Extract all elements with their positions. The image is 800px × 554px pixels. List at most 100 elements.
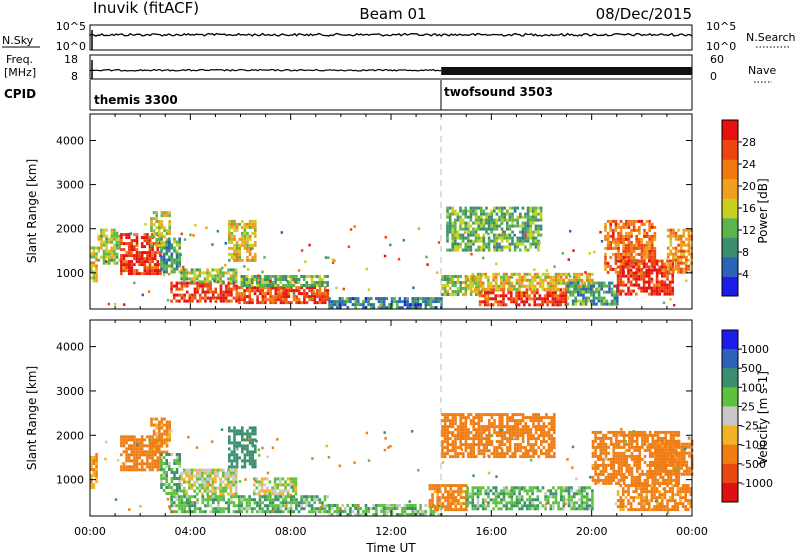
heatmap-cell: [419, 306, 422, 310]
heatmap-cell: [466, 492, 469, 496]
heatmap-cell: [135, 233, 139, 237]
heatmap-cell: [500, 248, 504, 252]
heatmap-cell: [224, 507, 228, 511]
heatmap-cell: [456, 275, 460, 278]
heatmap-cell: [562, 291, 565, 295]
heatmap-cell: [155, 426, 158, 430]
heatmap-cell: [427, 300, 430, 304]
heatmap-cell: [630, 255, 633, 259]
heatmap-cell: [287, 501, 290, 505]
heatmap-cell: [617, 243, 620, 247]
heatmap-cell: [547, 437, 551, 441]
heatmap-cell: [594, 454, 597, 458]
heatmap-cell: [234, 280, 238, 284]
heatmap-cell: [165, 471, 168, 474]
heatmap-cell: [401, 510, 404, 513]
heatmap-cell: [583, 489, 586, 493]
heatmap-cell: [518, 284, 521, 288]
heatmap-cell: [217, 495, 220, 499]
nave-tick-top: 60: [710, 53, 724, 66]
heatmap-cell: [519, 443, 522, 447]
heatmap-cell: [315, 275, 319, 278]
heatmap-cell: [608, 281, 611, 285]
heatmap-cell: [175, 287, 179, 291]
heatmap-cell: [462, 443, 465, 447]
heatmap-cell: [520, 294, 523, 298]
heatmap-cell: [565, 287, 568, 291]
heatmap-cell: [303, 289, 306, 293]
heatmap-cell: [574, 296, 577, 300]
heatmap-cell: [564, 291, 568, 295]
heatmap-cell: [477, 425, 481, 429]
heatmap-cell: [638, 243, 641, 247]
heatmap-cell: [521, 224, 525, 228]
heatmap-cell: [508, 449, 512, 453]
heatmap-cell: [217, 296, 220, 300]
heatmap-cell: [433, 490, 437, 494]
heatmap-cell: [569, 284, 572, 288]
heatmap-cell: [607, 445, 610, 449]
heatmap-cell: [565, 486, 568, 490]
heatmap-cell: [160, 462, 163, 465]
heatmap-cell: [263, 498, 267, 502]
heatmap-cell: [444, 496, 447, 500]
heatmap-cell: [525, 297, 529, 301]
heatmap-cell: [235, 432, 239, 436]
heatmap-cell: [416, 306, 420, 310]
heatmap-cell: [490, 221, 493, 225]
heatmap-cell: [219, 281, 223, 285]
heatmap-cell: [182, 277, 186, 281]
heatmap-cell: [276, 275, 280, 278]
heatmap-cell: [622, 439, 626, 443]
heatmap-cell: [310, 510, 314, 514]
heatmap-cell: [549, 284, 553, 288]
heatmap-cell: [524, 245, 527, 249]
heatmap-cell: [150, 226, 153, 230]
heatmap-cell: [475, 434, 478, 438]
heatmap-cell: [641, 457, 644, 461]
heatmap-cell: [655, 268, 659, 272]
heatmap-cell: [614, 270, 618, 274]
heatmap-cell: [230, 219, 234, 223]
heatmap-cell: [516, 221, 519, 225]
heatmap-cell: [519, 449, 522, 453]
heatmap-cell: [488, 437, 491, 441]
heatmap-cell: [539, 212, 543, 216]
heatmap-cell: [459, 209, 462, 213]
heatmap-cell: [219, 492, 222, 496]
heatmap-cell: [564, 303, 568, 307]
heatmap-cell: [148, 269, 152, 273]
heatmap-cell: [436, 484, 439, 488]
heatmap-cell: [318, 301, 322, 305]
heatmap-cell: [641, 430, 644, 434]
heatmap-cell: [237, 495, 241, 499]
heatmap-cell: [282, 298, 285, 302]
heatmap-cell: [480, 209, 483, 213]
heatmap-cell: [224, 293, 228, 297]
heatmap-cell: [451, 242, 454, 246]
heatmap-cell: [446, 496, 450, 500]
heatmap-cell: [433, 487, 437, 491]
heatmap-cell: [566, 290, 570, 294]
heatmap-cell: [227, 504, 231, 508]
heatmap-cell: [550, 422, 553, 426]
heatmap-cell: [604, 234, 607, 238]
heatmap-cell: [620, 460, 623, 464]
heatmap-cell: [446, 239, 449, 243]
heatmap-cell: [534, 212, 538, 216]
heatmap-cell: [354, 306, 357, 310]
heatmap-cell: [474, 230, 478, 234]
heatmap-cell: [685, 255, 688, 259]
heatmap-cell: [472, 209, 475, 213]
heatmap-cell: [295, 278, 298, 281]
heatmap-cell: [583, 486, 586, 490]
heatmap-cell: [143, 462, 147, 466]
heatmap-cell: [480, 440, 483, 444]
heatmap-cell: [214, 489, 217, 493]
heatmap-cell: [526, 507, 529, 511]
heatmap-cell: [190, 477, 194, 481]
heatmap-cell: [559, 492, 563, 496]
heatmap-cell: [632, 283, 635, 287]
heatmap-cell: [276, 278, 280, 281]
heatmap-cell: [591, 498, 594, 502]
